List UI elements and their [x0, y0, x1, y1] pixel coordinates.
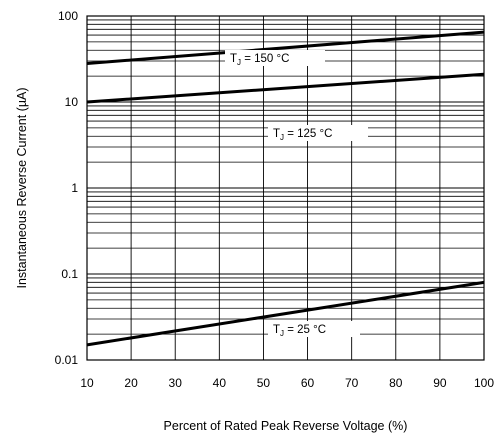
x-tick-label: 90	[433, 376, 447, 390]
x-tick-label: 30	[169, 376, 183, 390]
annotation-bg-3	[268, 321, 360, 337]
series-label-3: TJ = 25 °C	[273, 324, 326, 338]
y-axis-ticks: 0.01 0.1 1 10 100	[55, 9, 79, 367]
y-tick-label: 10	[65, 95, 79, 109]
series-label-rest: = 125 °C	[284, 128, 332, 140]
x-tick-label: 80	[389, 376, 403, 390]
x-tick-label: 50	[257, 376, 271, 390]
x-tick-label: 20	[124, 376, 138, 390]
y-tick-label: 1	[71, 181, 78, 195]
series-label-sub: J	[237, 58, 241, 67]
x-tick-label: 60	[301, 376, 315, 390]
x-tick-label: 100	[474, 376, 494, 390]
series-line-3	[86, 280, 485, 347]
series-annotations: TJ = 150 °CTJ = 125 °CTJ = 25 °C	[225, 50, 368, 338]
series-label-sub: J	[280, 133, 284, 142]
series-line-1	[86, 30, 485, 66]
series-label-main: T	[273, 324, 280, 336]
series-label-main: T	[273, 128, 280, 140]
annotation-bg-2	[268, 125, 368, 141]
y-tick-label: 0.01	[55, 353, 79, 367]
series-label-rest: = 25 °C	[284, 324, 326, 336]
y-tick-label: 100	[58, 9, 78, 23]
x-tick-label: 40	[213, 376, 227, 390]
plot-frame	[86, 15, 485, 361]
x-tick-label: 10	[80, 376, 94, 390]
series-label-1: TJ = 150 °C	[230, 53, 289, 67]
x-axis-title: Percent of Rated Peak Reverse Voltage (%…	[164, 419, 408, 433]
series-label-2: TJ = 125 °C	[273, 128, 332, 142]
series-label-sub: J	[280, 329, 284, 338]
annotation-bg-1	[225, 50, 325, 66]
series-lines	[86, 30, 485, 347]
x-tick-label: 70	[345, 376, 359, 390]
y-axis-title: Instantaneous Reverse Current (µA)	[15, 87, 29, 288]
y-tick-label: 0.1	[61, 267, 78, 281]
series-label-main: T	[230, 53, 237, 65]
x-axis-ticks: 10 20 30 40 50 60 70 80 90 100	[80, 376, 494, 390]
series-line-2	[86, 72, 485, 104]
series-label-rest: = 150 °C	[241, 53, 289, 65]
